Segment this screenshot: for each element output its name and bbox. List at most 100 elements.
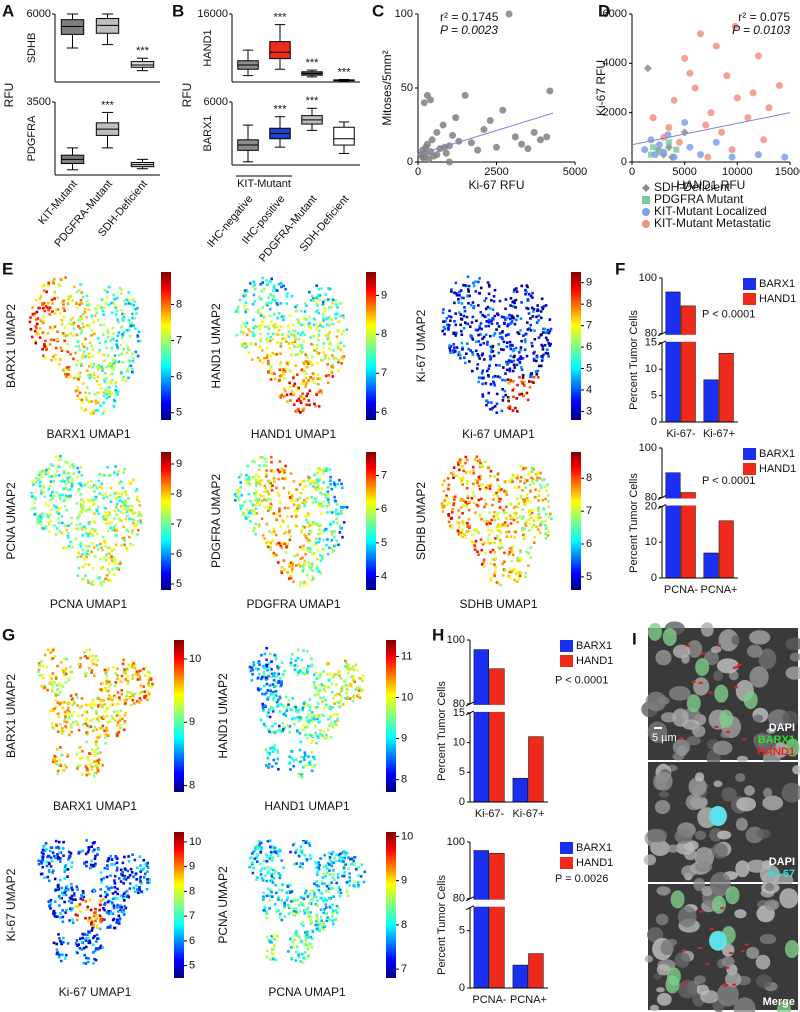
cell-dot: [531, 480, 534, 483]
cell-dot: [268, 480, 271, 483]
cell-dot: [95, 914, 98, 917]
cell-dot: [312, 734, 315, 737]
cell-dot: [286, 515, 289, 518]
cell-dot: [296, 665, 299, 668]
cell-dot: [97, 409, 100, 412]
cell-dot: [99, 903, 102, 906]
cell-dot: [329, 673, 332, 676]
cell-dot: [129, 335, 132, 338]
cell-dot: [313, 673, 316, 676]
cell-dot: [489, 551, 492, 554]
cell-dot: [307, 946, 310, 949]
cell-dot: [510, 522, 513, 525]
cell-dot: [328, 546, 331, 549]
cell-dot: [264, 485, 267, 488]
cell-dot: [308, 399, 311, 402]
cell-dot: [87, 374, 90, 377]
cell-dot: [80, 466, 83, 469]
cell-dot: [84, 917, 87, 920]
y-axis-label: PDGFRA UMAP2: [209, 474, 223, 568]
cell-dot: [240, 473, 243, 476]
cell-dot: [99, 543, 102, 546]
cell-dot: [352, 676, 355, 679]
cell-dot: [104, 736, 107, 739]
cell-dot: [34, 496, 37, 499]
cell-dot: [350, 667, 353, 670]
cell-dot: [235, 334, 238, 337]
cell-dot: [322, 501, 325, 504]
cell-dot: [96, 533, 99, 536]
cell-dot: [448, 521, 451, 524]
cell-dot: [495, 492, 498, 495]
cell-dot: [337, 369, 340, 372]
cell-dot: [44, 310, 47, 313]
cell-dot: [76, 952, 79, 955]
cell-dot: [340, 690, 343, 693]
cell-dot: [505, 506, 508, 509]
cell-dot: [495, 566, 498, 569]
cell-dot: [251, 358, 254, 361]
cell-dot: [98, 384, 101, 387]
cell-dot: [503, 511, 506, 514]
cell-dot: [490, 579, 493, 582]
cell-dot: [452, 343, 455, 346]
cell-dot: [135, 884, 138, 887]
cell-dot: [126, 675, 129, 678]
cell-dot: [527, 473, 530, 476]
cell-dot: [104, 896, 107, 899]
cell-dot: [137, 673, 140, 676]
annotation: ***: [274, 12, 288, 24]
cell-dot: [82, 296, 85, 299]
cell-dot: [504, 372, 507, 375]
cell-dot: [311, 553, 314, 556]
cell-dot: [516, 315, 519, 318]
cell-dot: [513, 519, 516, 522]
cell-dot: [317, 373, 320, 376]
cell-dot: [521, 508, 524, 511]
cell-dot: [308, 539, 311, 542]
cell-dot: [496, 478, 499, 481]
cell-dot: [56, 948, 59, 951]
colorbar-tick-label: 8: [381, 328, 387, 340]
cell-dot: [67, 858, 70, 861]
cell-dot: [32, 313, 35, 316]
cell-dot: [303, 398, 306, 401]
cell-dot: [62, 685, 65, 688]
cell-dot: [504, 379, 507, 382]
cell-dot: [471, 497, 474, 500]
cell-dot: [266, 950, 269, 953]
cell-dot: [102, 898, 105, 901]
cell-dot: [93, 889, 96, 892]
cell-dot: [62, 841, 65, 844]
cell-dot: [265, 659, 268, 662]
cell-dot: [94, 754, 97, 757]
cell-dot: [114, 389, 117, 392]
cell-dot: [498, 364, 501, 367]
cell-dot: [246, 508, 249, 511]
cell-dot: [332, 521, 335, 524]
cell-dot: [271, 765, 274, 768]
cell-dot: [324, 685, 327, 688]
cell-dot: [70, 671, 73, 674]
cell-dot: [93, 546, 96, 549]
cell-dot: [503, 552, 506, 555]
cell-dot: [76, 885, 79, 888]
cell-dot: [507, 382, 510, 385]
cell-dot: [297, 344, 300, 347]
cell-dot: [119, 483, 122, 486]
cell-dot: [135, 878, 138, 881]
cell-dot: [140, 684, 143, 687]
cell-dot: [486, 484, 489, 487]
cell-dot: [89, 648, 92, 651]
cell-dot: [540, 522, 543, 525]
cell-dot: [450, 316, 453, 319]
cell-dot: [267, 757, 270, 760]
cell-dot: [114, 354, 117, 357]
cell-dot: [271, 747, 274, 750]
cell-dot: [92, 504, 95, 507]
cell-dot: [90, 702, 93, 705]
cell-dot: [508, 333, 511, 336]
cell-dot: [122, 487, 125, 490]
cell-dot: [490, 519, 493, 522]
cell-dot: [123, 537, 126, 540]
